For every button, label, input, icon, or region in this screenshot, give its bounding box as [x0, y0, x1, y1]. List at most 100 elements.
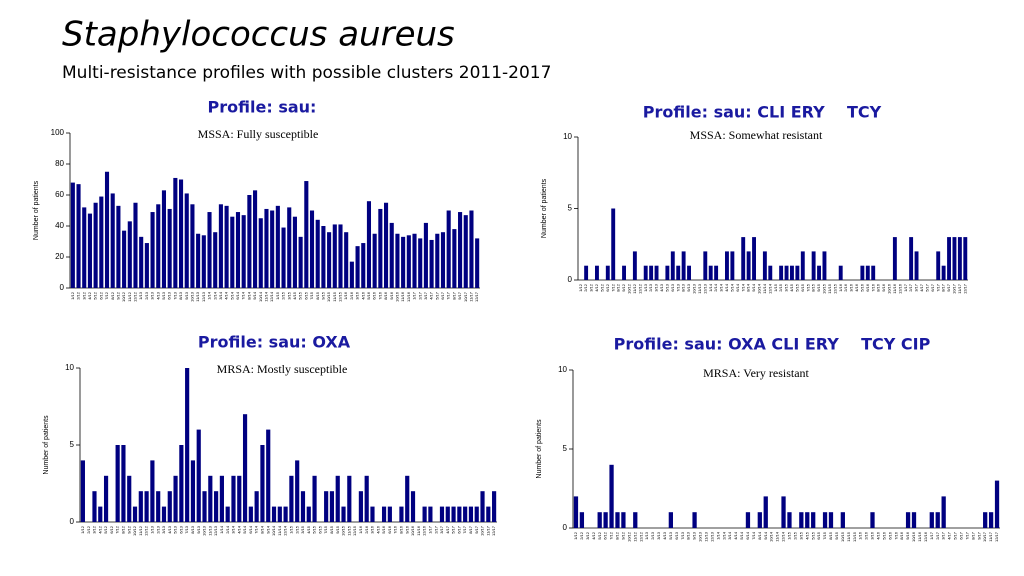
bar [800, 251, 805, 280]
x-tick-label: 10/13 [692, 283, 697, 294]
y-axis-label: Number of patients [541, 178, 548, 238]
x-tick-label: 2/17 [908, 283, 913, 292]
bar [266, 429, 271, 522]
x-tick-label: 11/15 [332, 291, 337, 301]
x-tick-label: 2/14 [225, 525, 230, 534]
x-tick-label: 5/15 [298, 291, 303, 300]
bar [822, 512, 828, 528]
bar [121, 445, 126, 522]
x-tick-label: 8/12 [616, 283, 621, 292]
bar [270, 210, 275, 288]
bar [423, 222, 428, 288]
bar [389, 222, 394, 288]
bar [381, 506, 387, 522]
x-tick-label: 11/12 [632, 283, 637, 293]
x-tick-label: 2/13 [144, 291, 149, 300]
x-tick-label: 4/17 [919, 283, 924, 292]
x-tick-label: 1/16 [343, 291, 348, 300]
x-tick-label: 2/15 [792, 531, 797, 540]
x-tick-label: 12/14 [283, 525, 288, 536]
x-tick-label: 10/14 [769, 531, 774, 542]
bar [372, 233, 377, 288]
x-tick-label: 12/16 [406, 291, 411, 302]
x-tick-label: 2/13 [648, 283, 653, 292]
bar [231, 475, 236, 522]
bar [480, 491, 485, 522]
bar [395, 233, 400, 288]
x-tick-label: 5/14 [729, 283, 734, 292]
bar [275, 205, 280, 288]
x-tick-label: 11/15 [346, 525, 351, 535]
x-tick-label: 6/13 [674, 531, 679, 540]
x-tick-label: 6/14 [745, 531, 750, 540]
bar [632, 251, 637, 280]
x-tick-label: 6/17 [456, 525, 461, 534]
bar [840, 512, 845, 528]
bar [418, 238, 423, 288]
x-tick-label: 11/14 [762, 283, 767, 293]
x-tick-label: 4/16 [875, 531, 880, 540]
x-tick-label: 3/12 [81, 291, 86, 300]
bar [295, 460, 300, 522]
x-tick-label: 2/14 [721, 531, 726, 540]
bar [410, 491, 416, 522]
bar [745, 512, 751, 528]
x-tick-label: 6/13 [167, 291, 172, 300]
bar [708, 265, 713, 280]
x-tick-label: 9/16 [905, 531, 910, 540]
x-tick-label: 10/14 [258, 291, 263, 302]
x-tick-label: 2/16 [364, 525, 369, 534]
x-tick-label: 3/15 [300, 525, 305, 534]
x-tick-label: 2/17 [433, 525, 438, 534]
y-tick-label: 10 [65, 363, 74, 372]
x-tick-label: 11/16 [917, 531, 922, 541]
y-axis-label: Number of patients [536, 419, 543, 479]
x-tick-label: 9/15 [834, 531, 839, 540]
bar [207, 212, 212, 288]
bar [445, 506, 450, 522]
bar [304, 181, 309, 288]
x-tick-label: 3/13 [656, 531, 661, 540]
bar [435, 233, 440, 288]
x-tick-label: 6/13 [670, 283, 675, 292]
bar [725, 251, 729, 280]
bar [202, 491, 207, 522]
bar [439, 506, 445, 522]
x-tick-label: 6/15 [800, 283, 805, 292]
x-tick-label: 11/14 [264, 291, 269, 301]
bar [364, 475, 369, 522]
bar [378, 208, 383, 288]
x-tick-label: 10/15 [326, 291, 331, 302]
x-tick-label: 2/15 [294, 525, 299, 534]
x-tick-label: 1/13 [644, 531, 649, 540]
x-tick-label: 7/16 [893, 531, 898, 540]
bar [138, 491, 143, 522]
y-tick-label: 60 [55, 190, 64, 199]
x-tick-label: 1/12 [573, 531, 578, 540]
x-tick-label: 9/13 [692, 531, 697, 540]
x-tick-label: 10/16 [887, 283, 892, 294]
bar [82, 207, 87, 288]
x-tick-label: 5/15 [794, 283, 799, 292]
x-tick-label: 11/16 [892, 283, 897, 293]
x-tick-label: 1/13 [643, 283, 648, 292]
bar [366, 201, 372, 288]
x-tick-label: 2/14 [212, 291, 217, 300]
x-tick-label: 3/16 [849, 283, 854, 292]
bar [344, 232, 349, 288]
bar [469, 210, 474, 288]
bar [115, 445, 120, 522]
bar [458, 212, 463, 288]
x-tick-label: 12/15 [852, 531, 857, 542]
x-tick-label: 3/16 [370, 525, 375, 534]
x-tick-label: 2/12 [583, 283, 588, 292]
bar [185, 368, 190, 522]
x-tick-label: 7/12 [610, 283, 615, 292]
x-tick-label: 1/15 [773, 283, 778, 292]
bar [860, 265, 865, 280]
bar [573, 496, 579, 528]
x-tick-label: 8/15 [828, 531, 833, 540]
x-tick-label: 4/12 [591, 531, 596, 540]
bar [609, 464, 614, 528]
